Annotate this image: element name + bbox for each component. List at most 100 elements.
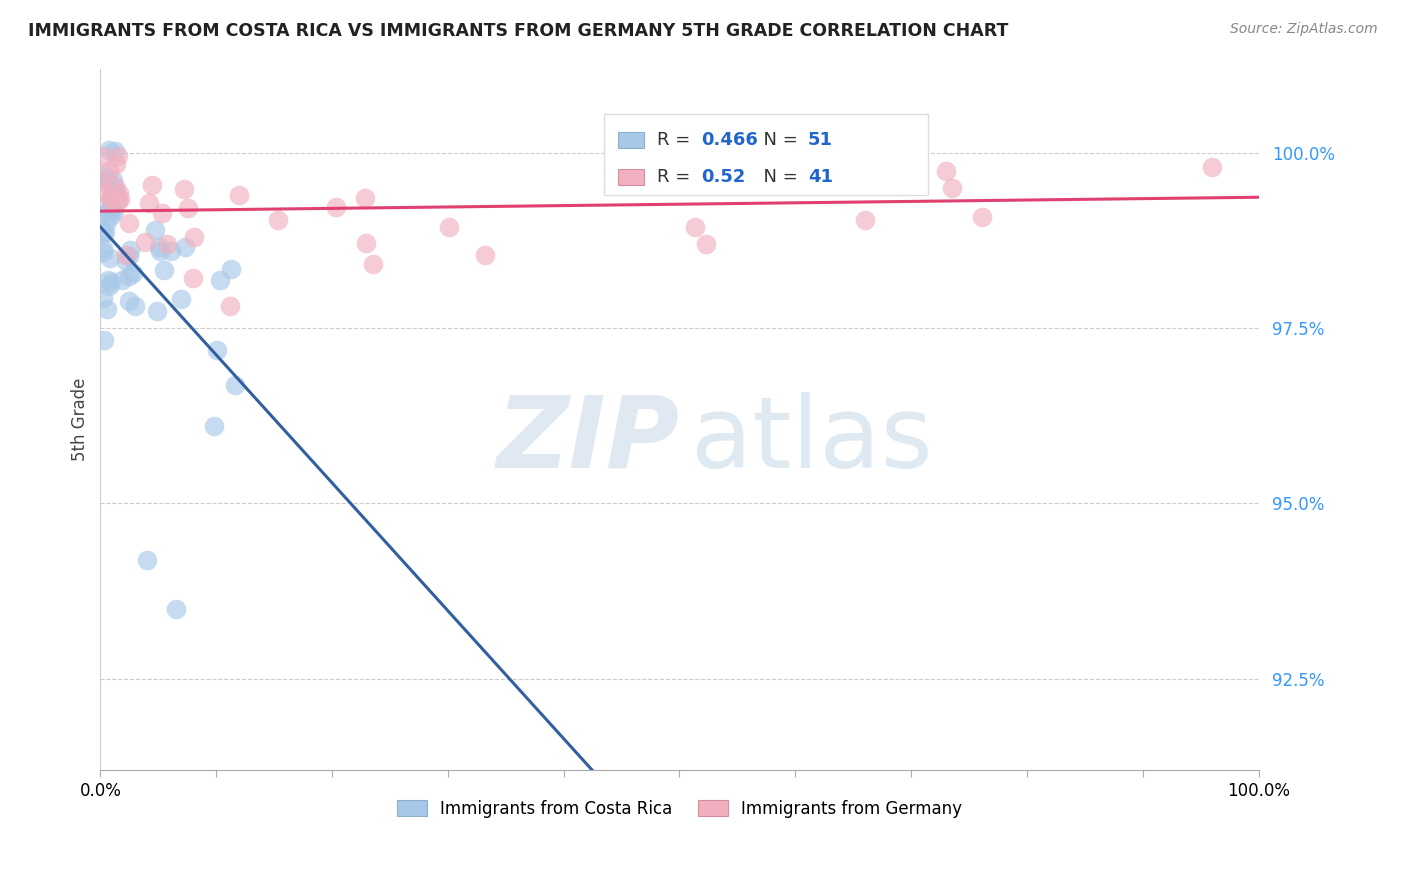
Point (101, 173, 124, 187)
Point (97, 273, 120, 287)
Text: 0.466: 0.466 (702, 131, 758, 149)
Point (90, 174, 112, 188)
Point (103, 179, 125, 194)
Point (103, 203, 125, 218)
Point (100, 209, 122, 223)
Point (98, 164, 121, 178)
Point (972, 211, 994, 225)
Point (204, 419, 226, 434)
Text: R =: R = (658, 168, 696, 186)
Point (138, 195, 160, 210)
Point (108, 192, 131, 206)
Point (97, 143, 120, 157)
Point (118, 294, 141, 309)
Point (683, 219, 706, 234)
Point (173, 240, 195, 254)
Point (219, 261, 242, 276)
Point (108, 186, 131, 200)
Point (115, 254, 138, 268)
Y-axis label: 5th Grade: 5th Grade (72, 377, 89, 461)
Point (181, 271, 204, 285)
Point (98, 204, 121, 219)
Point (228, 187, 250, 202)
Point (146, 304, 169, 318)
Point (170, 293, 193, 307)
Point (474, 248, 496, 262)
Point (117, 268, 139, 283)
Point (717, 153, 740, 167)
Text: atlas: atlas (690, 392, 932, 489)
FancyBboxPatch shape (605, 114, 928, 194)
Point (148, 239, 170, 253)
Point (100, 193, 122, 207)
Point (267, 212, 290, 227)
Point (97, 174, 120, 188)
Point (107, 149, 129, 163)
Point (91, 168, 114, 182)
FancyBboxPatch shape (619, 169, 644, 185)
Point (91, 241, 114, 255)
Point (205, 343, 228, 357)
Text: ZIP: ZIP (496, 392, 679, 489)
FancyBboxPatch shape (619, 132, 644, 148)
Point (853, 213, 876, 227)
Point (353, 191, 375, 205)
Point (115, 248, 138, 262)
Text: N =: N = (752, 131, 804, 149)
Point (941, 181, 963, 195)
Point (143, 223, 166, 237)
Point (150, 206, 173, 220)
Point (156, 236, 179, 251)
Point (111, 272, 134, 286)
Point (94, 171, 117, 186)
Point (105, 157, 128, 171)
Point (97, 279, 120, 293)
Point (218, 299, 240, 313)
Point (363, 257, 385, 271)
Point (118, 249, 141, 263)
Point (325, 200, 347, 214)
Legend: Immigrants from Costa Rica, Immigrants from Germany: Immigrants from Costa Rica, Immigrants f… (391, 794, 969, 825)
Point (105, 192, 128, 206)
Point (935, 164, 957, 178)
Point (122, 266, 145, 280)
Point (356, 235, 378, 250)
Point (783, 145, 806, 160)
Point (134, 235, 156, 250)
Text: 0.52: 0.52 (702, 168, 745, 186)
Point (124, 299, 146, 313)
Point (100, 191, 122, 205)
Point (103, 144, 125, 158)
Point (98, 192, 121, 206)
Point (90, 207, 112, 221)
Point (93, 333, 115, 347)
Point (149, 244, 172, 259)
Point (91, 226, 114, 240)
Point (94, 225, 117, 239)
Point (183, 229, 205, 244)
Text: Source: ZipAtlas.com: Source: ZipAtlas.com (1230, 22, 1378, 37)
Point (118, 243, 141, 257)
Point (159, 244, 181, 258)
Point (100, 190, 122, 204)
Point (107, 194, 129, 209)
Point (224, 377, 246, 392)
Point (91, 291, 114, 305)
Point (695, 237, 717, 252)
Point (104, 179, 127, 194)
Point (208, 273, 231, 287)
Point (96, 301, 118, 316)
Point (105, 185, 128, 199)
Point (135, 552, 157, 566)
Point (1201, 160, 1223, 174)
Point (100, 275, 122, 289)
Point (176, 201, 198, 215)
Text: 51: 51 (808, 131, 832, 149)
Point (91, 149, 114, 163)
Point (91, 244, 114, 259)
Point (97, 202, 120, 217)
Point (98, 251, 121, 265)
Point (141, 178, 163, 192)
Point (96, 216, 118, 230)
Text: 41: 41 (808, 168, 832, 186)
